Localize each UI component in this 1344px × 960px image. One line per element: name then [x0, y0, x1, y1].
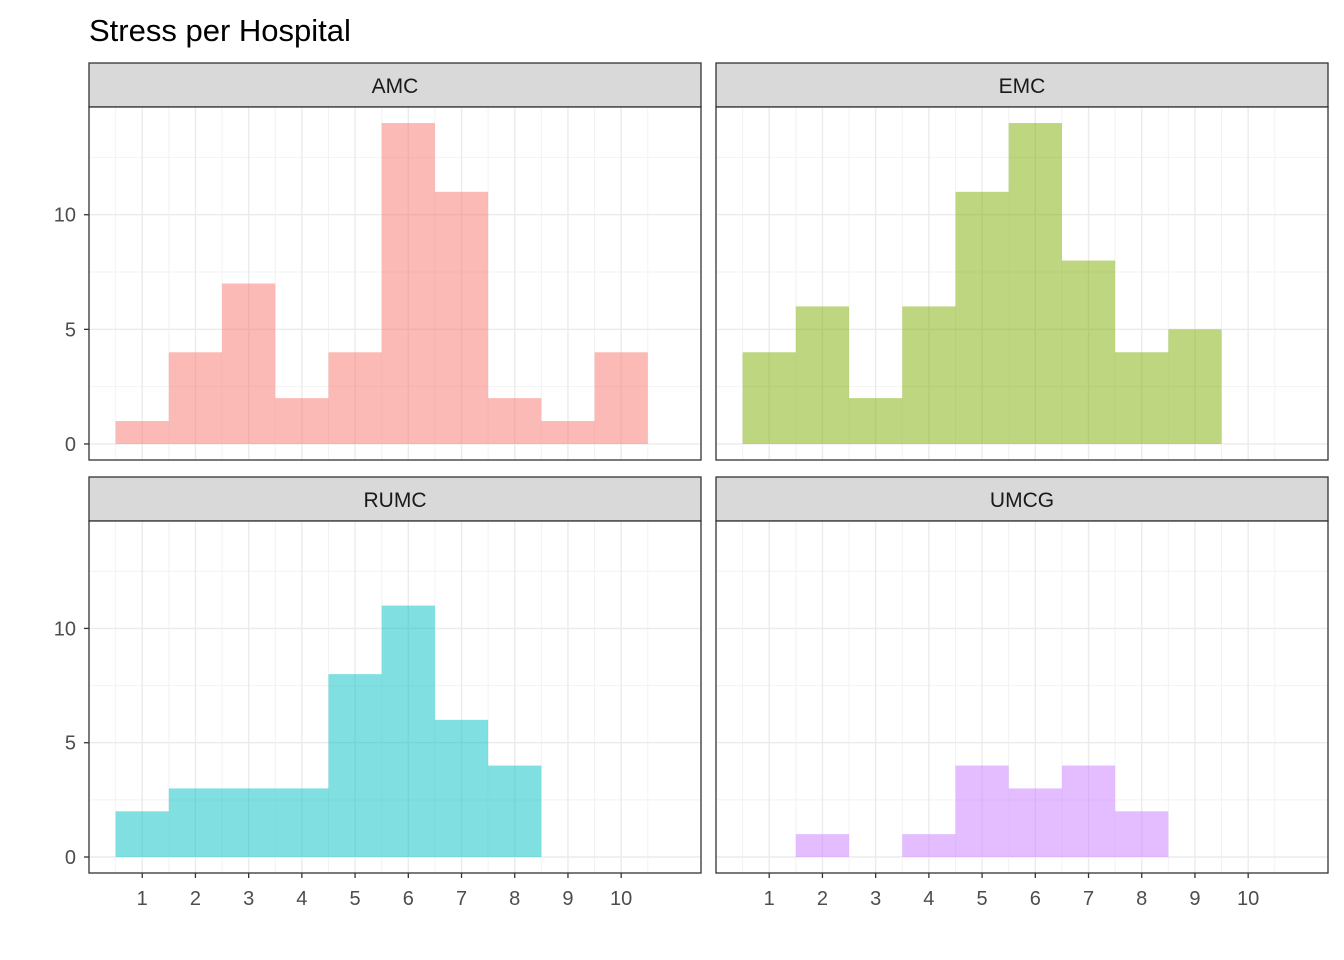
- bar-emc-bin-8: [1115, 352, 1169, 444]
- bar-amc-bin-5: [328, 352, 382, 444]
- panels: AMC 0 5 10 EMC RUMC 0 5 10 1 2 3 4 5 6 7 8 9 10 UMCG 1 2 3 4 5 6 7…: [54, 62, 1329, 910]
- bar-rumc-bin-4: [275, 788, 329, 857]
- x-tick-label: 7: [456, 888, 467, 910]
- bar-emc-bin-4: [902, 306, 956, 444]
- panel-rumc: RUMC 0 5 10 1 2 3 4 5 6 7 8 9 10: [54, 476, 702, 910]
- bar-amc-bin-10: [594, 352, 648, 444]
- x-tick-label: 3: [243, 888, 254, 910]
- x-axis-rumc: 1 2 3 4 5 6 7 8 9 10: [137, 873, 632, 910]
- bar-umcg-bin-5: [955, 765, 1009, 857]
- facet-strip-amc: [88, 62, 702, 108]
- bar-amc-bin-7: [434, 191, 489, 444]
- bar-emc-bin-5: [955, 191, 1009, 444]
- x-tick-label: 10: [610, 888, 632, 910]
- x-tick-label: 2: [190, 888, 201, 910]
- bar-emc-bin-9: [1168, 329, 1222, 444]
- x-axis-umcg: 1 2 3 4 5 6 7 8 9 10: [764, 873, 1259, 910]
- bar-rumc-bin-6: [381, 605, 435, 857]
- y-tick-label: 5: [65, 733, 76, 755]
- y-tick-label: 10: [54, 618, 76, 640]
- x-tick-label: 1: [764, 888, 775, 910]
- x-tick-label: 4: [296, 888, 307, 910]
- bar-emc-bin-3: [849, 398, 903, 444]
- bar-emc-bin-6: [1008, 123, 1062, 444]
- bar-umcg-bin-4: [902, 834, 956, 857]
- bar-rumc-bin-3: [222, 788, 276, 857]
- x-tick-label: 8: [1136, 888, 1147, 910]
- x-tick-label: 9: [1189, 888, 1200, 910]
- panel-emc: EMC: [715, 62, 1329, 461]
- x-tick-label: 7: [1083, 888, 1094, 910]
- bar-amc-bin-1: [115, 421, 169, 444]
- x-tick-label: 2: [817, 888, 828, 910]
- facet-strip-umcg: [715, 476, 1329, 522]
- panel-amc: AMC 0 5 10: [54, 62, 702, 461]
- facet-label-rumc: RUMC: [364, 489, 427, 512]
- bars-umcg: [795, 765, 1169, 857]
- y-tick-label: 0: [65, 434, 76, 456]
- bar-rumc-bin-5: [328, 674, 382, 857]
- bar-amc-bin-9: [541, 421, 595, 444]
- x-tick-label: 3: [870, 888, 881, 910]
- x-tick-label: 10: [1237, 888, 1259, 910]
- bars-amc: [115, 123, 648, 444]
- bar-umcg-bin-8: [1115, 811, 1169, 857]
- bar-umcg-bin-6: [1008, 788, 1062, 857]
- panel-border-amc: [88, 106, 702, 461]
- bar-rumc-bin-2: [168, 788, 223, 857]
- y-axis-rumc: 0 5 10: [54, 618, 89, 869]
- y-axis-amc: 0 5 10: [54, 205, 89, 456]
- bar-emc-bin-2: [795, 306, 850, 444]
- panel-border-rumc: [88, 520, 702, 874]
- x-tick-label: 6: [403, 888, 414, 910]
- bars-emc: [742, 123, 1222, 444]
- chart-title: Stress per Hospital: [89, 13, 351, 48]
- bar-umcg-bin-7: [1061, 765, 1116, 857]
- x-tick-label: 4: [923, 888, 934, 910]
- bars-rumc: [115, 605, 542, 857]
- bar-amc-bin-4: [275, 398, 329, 444]
- bar-umcg-bin-2: [795, 834, 850, 857]
- bar-rumc-bin-1: [115, 811, 169, 857]
- bar-amc-bin-2: [168, 352, 223, 444]
- x-tick-label: 1: [137, 888, 148, 910]
- bar-rumc-bin-8: [488, 765, 542, 857]
- facet-strip-rumc: [88, 476, 702, 522]
- panel-umcg: UMCG 1 2 3 4 5 6 7 8 9 10: [715, 476, 1329, 910]
- bar-emc-bin-7: [1061, 260, 1116, 444]
- bar-amc-bin-3: [222, 283, 276, 444]
- bar-rumc-bin-7: [434, 719, 489, 857]
- bar-amc-bin-8: [488, 398, 542, 444]
- y-tick-label: 10: [54, 205, 76, 227]
- y-tick-label: 5: [65, 319, 76, 341]
- bar-amc-bin-6: [381, 123, 435, 444]
- x-tick-label: 6: [1030, 888, 1041, 910]
- facet-label-umcg: UMCG: [990, 489, 1054, 512]
- panel-border-umcg: [715, 520, 1329, 874]
- panel-border-emc: [715, 106, 1329, 461]
- facet-label-amc: AMC: [372, 75, 419, 98]
- x-tick-label: 9: [562, 888, 573, 910]
- x-tick-label: 5: [977, 888, 988, 910]
- x-tick-label: 5: [350, 888, 361, 910]
- bar-emc-bin-1: [742, 352, 796, 444]
- y-tick-label: 0: [65, 847, 76, 869]
- x-tick-label: 8: [509, 888, 520, 910]
- facet-label-emc: EMC: [999, 75, 1046, 98]
